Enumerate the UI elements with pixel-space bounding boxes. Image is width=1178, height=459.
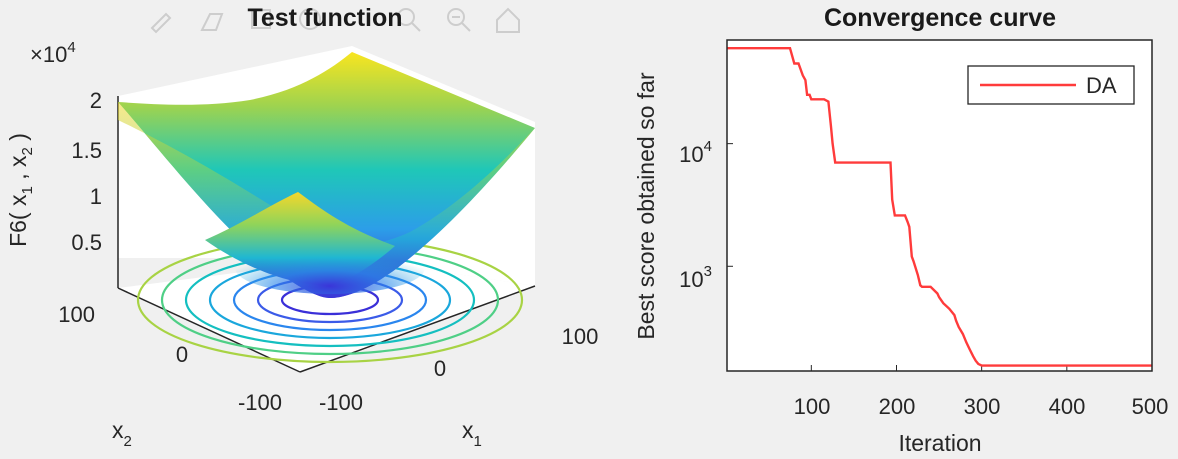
brush-icon[interactable] <box>200 13 224 31</box>
x-tick-label: 500 <box>1132 394 1169 419</box>
y-tick-label: 103 <box>679 263 712 292</box>
x1-axis-line <box>299 285 536 373</box>
x-tick-label: 100 <box>794 394 831 419</box>
x-tick-label: 300 <box>964 394 1001 419</box>
legend: DA <box>967 65 1135 105</box>
x2-tick-label: -100 <box>238 390 282 415</box>
convergence-plot: Convergence curve 104 103 100 200 300 40… <box>633 4 1168 456</box>
x-tick-label: 200 <box>879 394 916 419</box>
home-icon[interactable] <box>496 7 520 33</box>
figure-toolbar <box>150 7 520 34</box>
x2-tick-label: 100 <box>58 302 95 327</box>
x1-axis-label: x1 <box>462 417 482 450</box>
pan-icon[interactable] <box>299 8 321 30</box>
surface-plot: Test function 2 1.5 1 0.5 <box>5 4 598 450</box>
zoom-out-icon[interactable] <box>447 8 471 32</box>
z-tick-label: 2 <box>90 88 102 113</box>
x-axis-label: Iteration <box>898 430 981 456</box>
plot-frame <box>726 39 1153 372</box>
data-cursor-icon[interactable] <box>251 9 271 29</box>
z-multiplier: ×104 <box>30 39 76 67</box>
convergence-title: Convergence curve <box>824 4 1056 32</box>
z-axis-label: F6( x1 , x2 ) <box>5 133 36 247</box>
x1-tick-label: 100 <box>562 324 599 349</box>
y-axis-label: Best score obtained so far <box>633 72 659 340</box>
z-tick-label: 1.5 <box>71 138 102 163</box>
z-tick-label: 0.5 <box>71 230 102 255</box>
legend-label: DA <box>1086 73 1117 98</box>
x1-tick-label: 0 <box>434 356 446 381</box>
z-tick-label: 1 <box>90 184 102 209</box>
bowl-shading <box>235 242 425 294</box>
x1-tick-label: -100 <box>319 390 363 415</box>
surface-title: Test function <box>247 4 402 32</box>
x2-tick-label: 0 <box>176 342 188 367</box>
x2-axis-label: x2 <box>112 417 132 450</box>
edit-icon[interactable] <box>150 12 172 34</box>
series-line-da <box>727 47 1152 367</box>
x-tick-label: 400 <box>1049 394 1086 419</box>
y-tick-label: 104 <box>679 138 712 167</box>
zoom-in-icon[interactable] <box>397 8 421 32</box>
